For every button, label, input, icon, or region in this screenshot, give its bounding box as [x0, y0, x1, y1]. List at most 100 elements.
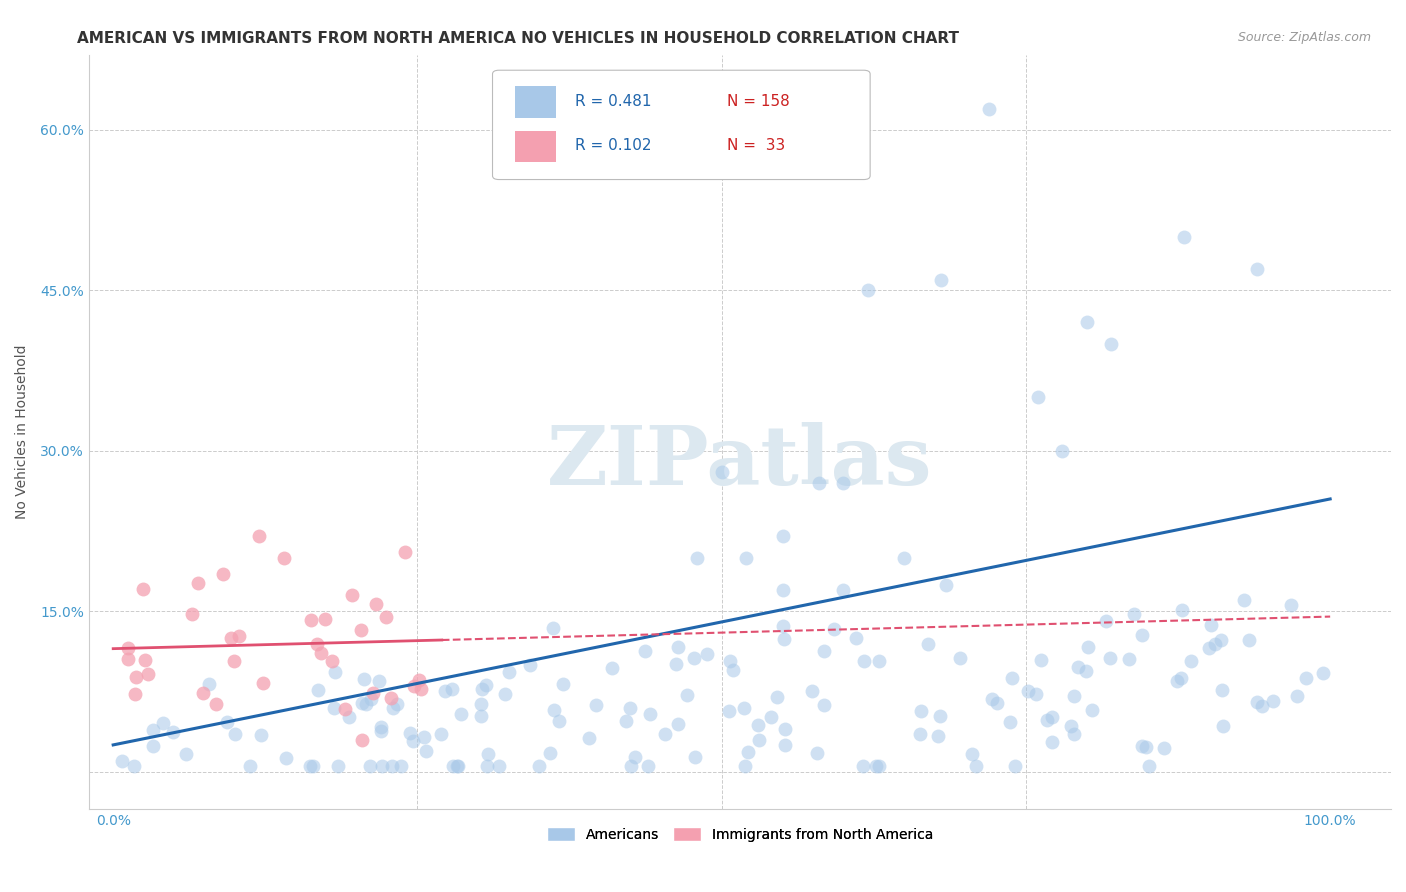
Point — [273, 550, 295, 565]
Point — [412, 730, 434, 744]
Point — [333, 702, 356, 716]
Point — [676, 688, 699, 702]
Point — [494, 688, 516, 702]
Point — [710, 465, 733, 479]
Point — [1246, 262, 1268, 277]
Point — [1137, 759, 1160, 773]
Y-axis label: No Vehicles in Household: No Vehicles in Household — [15, 345, 30, 519]
Point — [399, 726, 422, 740]
Point — [910, 704, 932, 718]
Text: R = 0.102: R = 0.102 — [575, 138, 651, 153]
Point — [1166, 674, 1188, 689]
Point — [1211, 683, 1233, 698]
Point — [239, 759, 262, 773]
Point — [370, 759, 392, 773]
Point — [683, 750, 706, 764]
Point — [385, 697, 408, 711]
Point — [665, 657, 688, 672]
Point — [1135, 739, 1157, 754]
Text: N = 158: N = 158 — [727, 94, 790, 109]
Point — [370, 720, 392, 734]
Point — [1233, 592, 1256, 607]
Point — [111, 754, 134, 768]
Point — [1074, 664, 1097, 678]
Text: AMERICAN VS IMMIGRANTS FROM NORTH AMERICA NO VEHICLES IN HOUSEHOLD CORRELATION C: AMERICAN VS IMMIGRANTS FROM NORTH AMERIC… — [77, 31, 959, 46]
Point — [298, 759, 321, 773]
Point — [434, 684, 457, 698]
Point — [773, 632, 796, 646]
Point — [134, 653, 156, 667]
Point — [1077, 640, 1099, 654]
Point — [162, 725, 184, 739]
Point — [733, 701, 755, 715]
Point — [852, 759, 875, 773]
Point — [634, 644, 657, 658]
Point — [1199, 618, 1222, 632]
Point — [307, 682, 329, 697]
Point — [624, 750, 647, 764]
Point — [180, 607, 202, 621]
Point — [326, 759, 349, 773]
Point — [721, 663, 744, 677]
Point — [766, 690, 789, 704]
Point — [250, 727, 273, 741]
Point — [808, 475, 831, 490]
Point — [614, 714, 637, 728]
Point — [252, 676, 274, 690]
Point — [1017, 684, 1039, 698]
Point — [638, 706, 661, 721]
Text: N =  33: N = 33 — [727, 138, 785, 153]
Point — [928, 708, 950, 723]
Point — [323, 701, 346, 715]
Text: ZIPatlas: ZIPatlas — [547, 422, 932, 502]
Legend: Americans, Immigrants from North America: Americans, Immigrants from North America — [541, 822, 939, 847]
Point — [498, 665, 520, 680]
Point — [917, 637, 939, 651]
Point — [772, 618, 794, 632]
Point — [998, 714, 1021, 729]
Point — [124, 687, 146, 701]
Point — [1118, 652, 1140, 666]
Point — [1063, 727, 1085, 741]
Point — [441, 682, 464, 697]
Point — [228, 629, 250, 643]
Point — [823, 622, 845, 636]
Point — [935, 577, 957, 591]
Point — [965, 759, 987, 773]
Point — [446, 759, 468, 773]
Point — [813, 698, 835, 712]
Point — [696, 647, 718, 661]
Point — [654, 727, 676, 741]
Point — [193, 686, 215, 700]
Point — [1173, 230, 1195, 244]
Point — [361, 686, 384, 700]
Point — [775, 722, 797, 736]
Point — [1130, 627, 1153, 641]
Point — [1153, 741, 1175, 756]
Point — [801, 684, 824, 698]
Point — [408, 673, 430, 688]
Point — [470, 697, 492, 711]
Point — [734, 759, 756, 773]
Point — [929, 273, 952, 287]
Point — [543, 703, 565, 717]
Point — [429, 727, 451, 741]
Point — [666, 716, 689, 731]
Point — [475, 678, 498, 692]
Point — [446, 759, 468, 773]
Point — [247, 529, 270, 543]
Point — [1052, 443, 1074, 458]
Point — [949, 651, 972, 665]
Point — [553, 677, 575, 691]
Point — [1212, 718, 1234, 732]
Point — [394, 545, 416, 559]
Point — [717, 704, 740, 718]
Point — [353, 673, 375, 687]
Point — [475, 759, 498, 773]
Point — [380, 691, 402, 706]
Point — [1067, 660, 1090, 674]
Point — [381, 759, 404, 773]
Point — [666, 640, 689, 654]
Point — [375, 610, 398, 624]
Point — [323, 665, 346, 680]
